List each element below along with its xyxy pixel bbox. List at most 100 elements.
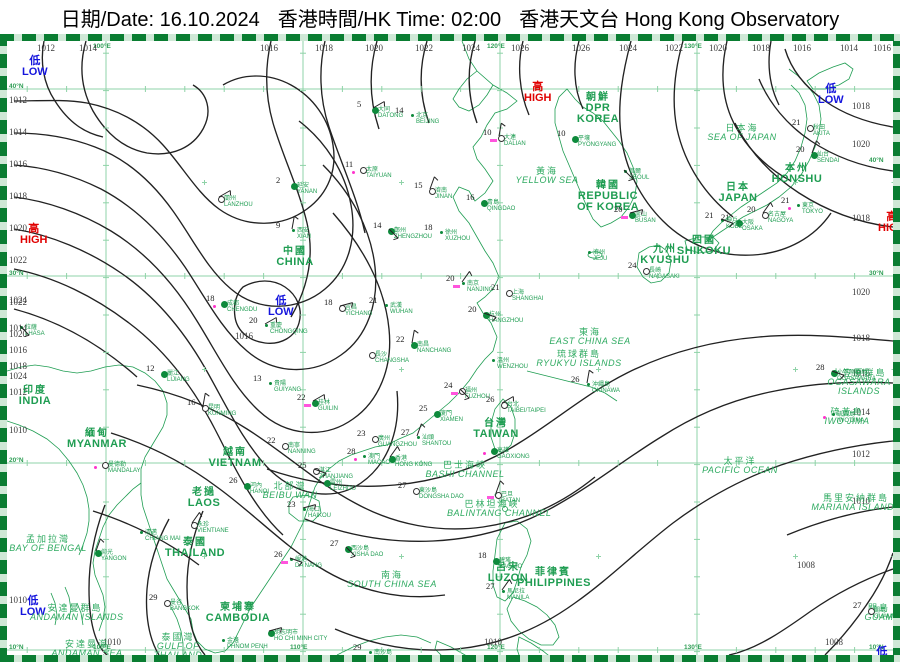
precipitation-marker-icon (451, 392, 458, 395)
station-marker-icon (312, 400, 319, 407)
station-name-cn: 北京 (416, 113, 429, 119)
station-name: 延安 YANAN (297, 183, 317, 196)
station-name: 昆明 KUNMING (208, 405, 236, 418)
station-name-en: ZHANJIANG (319, 474, 354, 481)
station-name: 巴旦 BATAN (501, 492, 520, 505)
station-marker-icon (265, 324, 268, 327)
station-name: 西沙島 XISHA DAO (351, 546, 383, 559)
header-date: 日期/Date: 16.10.2024 (60, 8, 260, 31)
header-agency: 香港天文台 Hong Kong Observatory (519, 8, 840, 31)
station-name: 南昌 NANCHANG (417, 342, 451, 355)
station-name-cn: 濟州 (593, 250, 606, 256)
station-name-en: SHANTOU (422, 441, 452, 448)
station-name-en: LANZHOU (224, 202, 253, 209)
station-marker-icon (832, 413, 835, 416)
station-name-cn: 南寧 (288, 443, 301, 449)
station-name-en: PYONGYANG (578, 142, 617, 149)
station-name-cn: 青島 (487, 200, 500, 206)
station-name-cn: 台北 (507, 402, 520, 408)
station-name-en: GUIYANG (274, 387, 302, 394)
station-temperature: 5 (357, 99, 362, 109)
station-name-cn: 蘭州 (224, 196, 237, 202)
station-marker-icon (588, 251, 591, 254)
station-temperature: 10 (483, 127, 492, 137)
station-marker-icon (493, 558, 500, 565)
wind-barb-icon (411, 329, 419, 344)
station-marker-icon (736, 220, 743, 227)
station-name-cn: 大阪 (742, 220, 755, 226)
station-name-en: BANGKOK (170, 606, 200, 613)
station-temperature: 20 (796, 144, 805, 154)
wind-barb-icon (720, 218, 734, 228)
station-temperature: 25 (298, 460, 307, 470)
station-name-cn: 湛江 (319, 468, 332, 474)
station-temperature: 15 (414, 180, 423, 190)
map-border: 40°N 30°N 20°N 10°N 30°N 40°N 10°N 100°E… (0, 34, 900, 662)
station-name: 小笠原群島 OGASAWARA (837, 370, 876, 383)
station-name-en: WENZHOU (497, 364, 528, 371)
station-temperature: 16 (466, 192, 475, 202)
station-marker-icon (491, 448, 498, 455)
station-temperature: 29 (353, 642, 362, 652)
station-name: 西安 XIAN (297, 228, 311, 241)
wind-barb-icon (459, 388, 470, 401)
station-marker-icon (269, 382, 272, 385)
station-name-en: VIENTIANE (197, 528, 229, 535)
station-name-en: BAGUIO (499, 564, 523, 571)
station-marker-icon (572, 136, 579, 143)
precipitation-marker-icon (354, 458, 357, 461)
station-name-en: KOBE (726, 224, 743, 231)
station-name-en: NANCHANG (417, 348, 452, 355)
station-name-en: DALIAN (504, 141, 526, 148)
station-marker-icon (291, 183, 298, 190)
station-marker-icon (140, 531, 143, 534)
station-name-en: MACAO (368, 460, 391, 467)
station-name-en: MANILA (507, 595, 530, 602)
precipitation-marker-icon (281, 561, 288, 564)
station-temperature: 27 (330, 538, 339, 548)
station-marker-icon (221, 301, 228, 308)
station-name-cn: 南京 (467, 281, 480, 287)
precipitation-marker-icon (483, 452, 486, 455)
station-name-cn: 重慶 (270, 323, 283, 329)
station-name: 青島 QINGDAO (487, 200, 515, 213)
station-name-cn: 海口 (308, 507, 321, 513)
station-name: 溫州 WENZHOU (497, 358, 528, 371)
station-name-cn: 上海 (512, 290, 525, 296)
wind-barb-icon (218, 190, 231, 198)
station-name-cn: 仙台 (817, 152, 830, 158)
station-name-en: QINGDAO (487, 206, 516, 213)
station-marker-icon (389, 456, 396, 463)
station-name-cn: 永珍 (197, 522, 210, 528)
station-name: 神戶 KOBE (726, 218, 743, 231)
station-name-en: KUNMING (208, 411, 237, 418)
wind-barb-icon (762, 202, 774, 214)
station-name-en: OSAKA (742, 226, 763, 233)
station-temperature: 23 (357, 428, 366, 438)
station-name-en: XISHA DAO (351, 552, 384, 559)
wind-barb-icon (191, 512, 203, 524)
station-temperature: 12 (146, 363, 155, 373)
wind-barb-icon (623, 169, 634, 182)
wind-barb-icon (498, 122, 506, 137)
station-temperature: 9 (276, 220, 281, 230)
station-name: 大阪 OSAKA (742, 220, 763, 233)
station-temperature: 14 (395, 105, 404, 115)
station-marker-icon (501, 402, 508, 409)
precipitation-marker-icon (788, 207, 791, 210)
station-name: 宜昌 YICHANG (345, 305, 372, 318)
station-marker-icon (202, 405, 209, 412)
station-temperature: 28 (347, 446, 356, 456)
station-name-cn: 桂林 (318, 400, 331, 406)
station-marker-icon (587, 383, 590, 386)
station-marker-icon (762, 212, 769, 219)
station-name-en: HANGZHOU (489, 318, 524, 325)
station-temperature: 20 (446, 273, 455, 283)
station-name-en: XUZHOU (445, 236, 471, 243)
wind-barb-icon (345, 546, 356, 559)
station-marker-icon (434, 411, 441, 418)
station-name-en: IWO JIMA (837, 418, 865, 425)
station-marker-icon (429, 188, 436, 195)
wind-barb-icon (202, 392, 210, 407)
station-name: 清邁 CHIANG MAI (145, 530, 181, 543)
